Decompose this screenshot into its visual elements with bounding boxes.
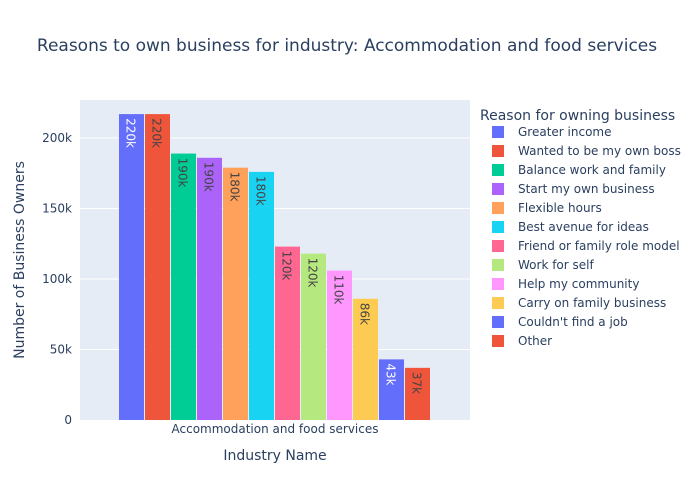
bar [119,114,144,420]
bar [249,171,274,420]
legend-item-label[interactable]: Work for self [518,258,594,272]
bar-data-label: 120k [280,251,294,281]
x-axis-title: Industry Name [223,448,326,464]
bar-data-label: 110k [332,275,346,305]
bar-data-label: 190k [202,162,216,192]
bar [275,246,300,420]
bars [119,114,430,420]
legend-item-label[interactable]: Wanted to be my own boss [518,144,681,158]
bar-labels: 220k 220k 190k 190k 180k 180k 120k 120k 110k 86k 4… [124,118,424,394]
y-tick-label: 150k [42,202,72,216]
legend-swatch[interactable] [492,126,504,138]
legend-item-label[interactable]: Other [518,334,552,348]
y-axis-title: Number of Business Owners [12,161,28,359]
legend-swatch[interactable] [492,316,504,328]
bar-data-label: 37k [410,372,424,394]
legend-swatch[interactable] [492,202,504,214]
bar [223,167,248,420]
bar [353,298,378,420]
bar-data-label: 180k [228,172,242,202]
bar-data-label: 180k [254,176,268,206]
bar [171,153,196,420]
bar [379,359,404,420]
y-tick-label: 100k [42,272,72,286]
bar-data-label: 43k [384,363,398,385]
legend-title: Reason for owning business [480,108,675,124]
bar-data-label: 86k [358,303,372,325]
bar-data-label: 190k [176,158,190,188]
bar [405,367,430,420]
legend-item-label[interactable]: Start my own business [518,182,655,196]
legend-item-label[interactable]: Flexible hours [518,201,602,215]
y-tick-label: 0 [64,413,72,427]
bar-data-label: 220k [150,118,164,148]
bar [327,270,352,420]
legend-swatch[interactable] [492,278,504,290]
chart-title: Reasons to own business for industry: Ac… [37,36,657,56]
legend-item-label[interactable]: Help my community [518,277,639,291]
legend-swatch[interactable] [492,259,504,271]
legend-item-label[interactable]: Carry on family business [518,296,666,310]
legend-swatch[interactable] [492,145,504,157]
bar-data-label: 220k [124,118,138,148]
y-tick-label: 200k [42,131,72,145]
legend-swatch[interactable] [492,335,504,347]
legend-swatch[interactable] [492,221,504,233]
legend-item-label[interactable]: Friend or family role model [518,239,680,253]
legend-swatch[interactable] [492,164,504,176]
x-tick-label: Accommodation and food services [172,422,379,436]
y-axis-ticks: 0 50k 100k 150k 200k [42,131,72,427]
legend-item-label[interactable]: Balance work and family [518,163,666,177]
legend-swatch[interactable] [492,297,504,309]
bar [197,157,222,420]
y-tick-label: 50k [50,343,72,357]
legend-item-label[interactable]: Best avenue for ideas [518,220,649,234]
legend-swatch[interactable] [492,183,504,195]
bar [145,114,170,420]
bar [301,253,326,420]
legend-item-label[interactable]: Greater income [518,125,612,139]
bar-data-label: 120k [306,258,320,288]
legend-item-label[interactable]: Couldn't find a job [518,315,628,329]
legend-swatch[interactable] [492,240,504,252]
legend: Greater income Wanted to be my own boss Ba… [492,125,681,348]
